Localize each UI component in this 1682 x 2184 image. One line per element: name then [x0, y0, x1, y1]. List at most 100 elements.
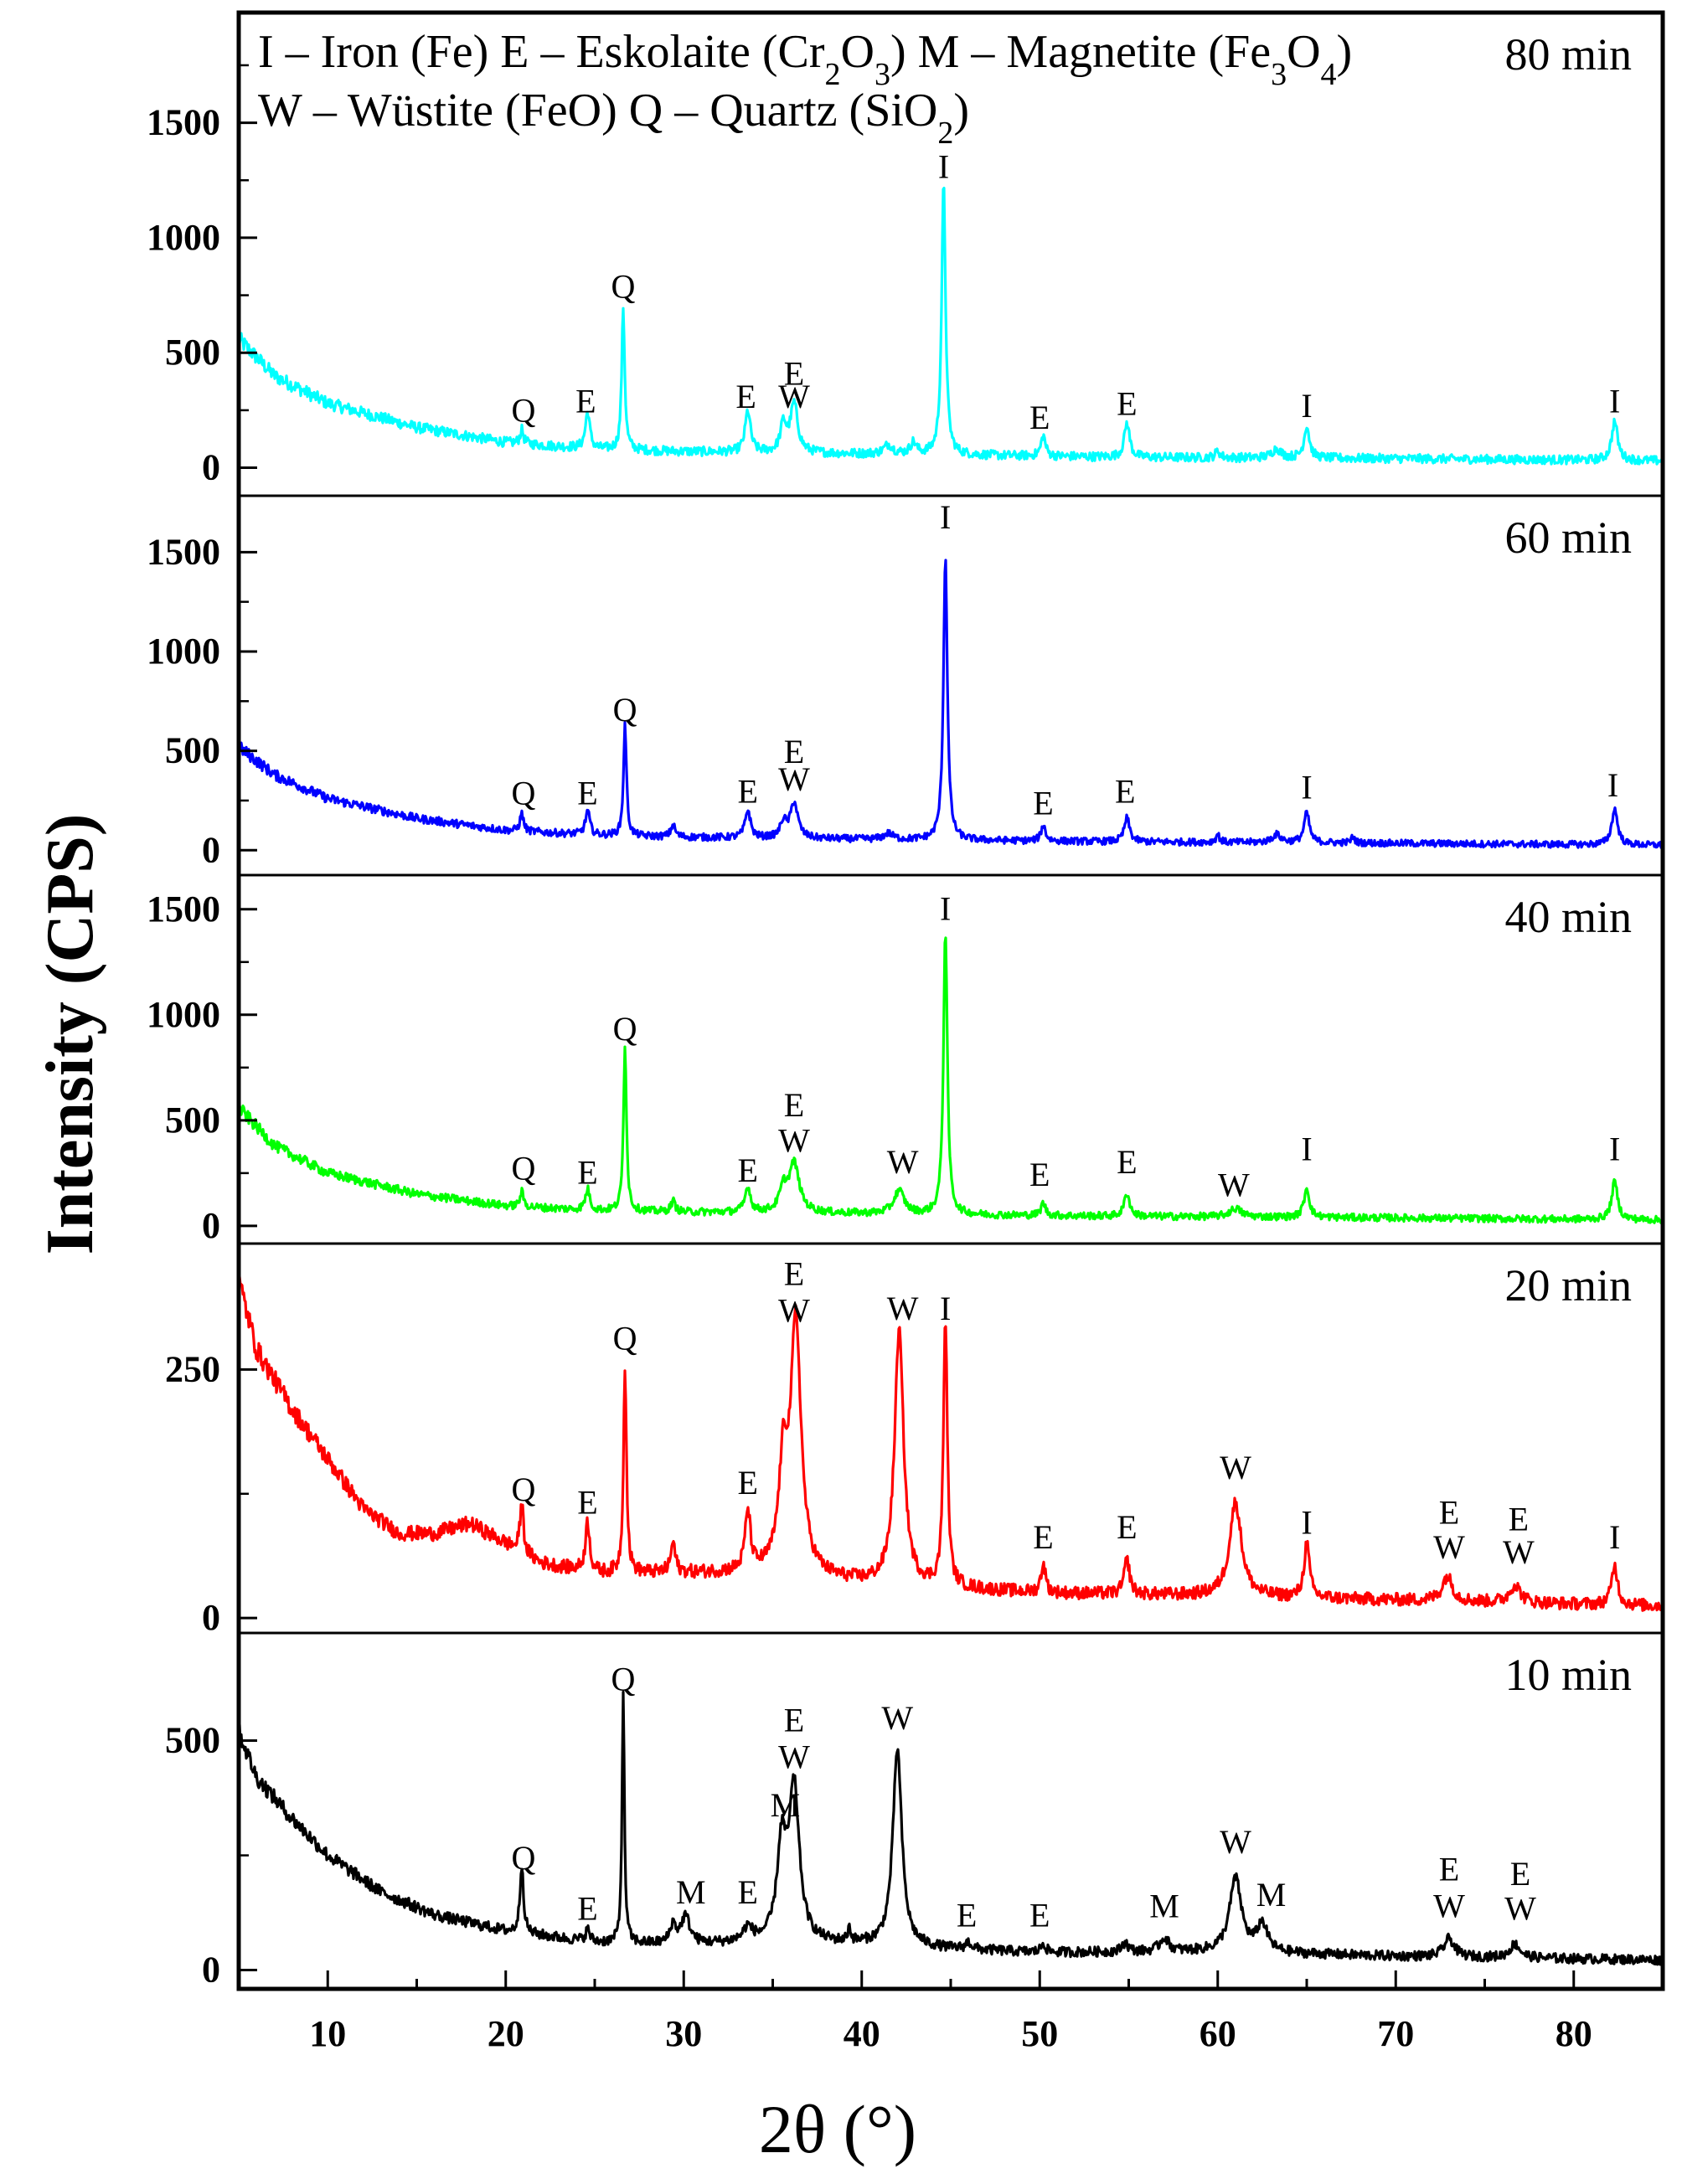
x-axis-title: 2θ (°)	[759, 2091, 916, 2167]
peak-label-4-4: E	[738, 1873, 758, 1911]
x-tick-label-3: 40	[844, 2013, 880, 2054]
peak-label-1-3: E	[738, 772, 758, 810]
x-tick-label-4: 50	[1021, 2013, 1058, 2054]
y-tick-label-2-1: 500	[165, 1100, 220, 1141]
peak-label-4-16: E	[1510, 1855, 1530, 1893]
peak-label-3-6: W	[887, 1290, 919, 1327]
legend-part-0-9: 4	[1321, 57, 1337, 92]
y-tick-label-4-0: 0	[202, 1950, 220, 1991]
legend-part-1-3: )	[953, 85, 969, 136]
peak-label-4-8: W	[881, 1699, 913, 1737]
peak-label-4-0: Q	[512, 1839, 536, 1877]
legend-part-1-1: Q – Quartz (SiO	[617, 85, 938, 136]
y-tick-label-2-3: 1500	[147, 889, 220, 930]
y-tick-label-3-0: 0	[202, 1597, 220, 1638]
peak-label-4-12: W	[1220, 1823, 1251, 1861]
panel-label-3: 20 min	[1504, 1260, 1632, 1311]
x-tick-label-0: 10	[309, 2013, 346, 2054]
peak-label-3-10: W	[1220, 1449, 1251, 1486]
peak-label-2-7: I	[940, 889, 951, 927]
peak-label-3-12: E	[1439, 1493, 1459, 1531]
legend-part-0-10: )	[1337, 26, 1353, 78]
peak-label-4-14: E	[1439, 1851, 1459, 1888]
x-tick-label-2: 30	[665, 2013, 702, 2054]
peak-label-2-2: Q	[613, 1010, 637, 1048]
peak-label-0-4: E	[784, 355, 804, 393]
peak-label-2-5: W	[778, 1122, 810, 1160]
peak-label-4-3: M	[676, 1873, 706, 1911]
y-axis-title: Intensity (CPS)	[34, 814, 107, 1255]
peak-label-0-2: Q	[611, 267, 636, 305]
peak-label-0-5: W	[778, 378, 810, 415]
peak-label-3-16: I	[1609, 1518, 1620, 1556]
legend-part-0-2: 2	[825, 57, 841, 92]
peak-label-0-1: E	[575, 383, 596, 420]
y-tick-label-0-0: 0	[202, 447, 220, 488]
peak-label-2-12: I	[1609, 1131, 1620, 1168]
peak-label-0-8: E	[1117, 384, 1137, 422]
legend-part-1-2: 2	[937, 116, 953, 151]
peak-label-4-9: E	[957, 1897, 977, 1934]
peak-label-1-2: Q	[613, 691, 637, 729]
peak-label-0-9: I	[1301, 387, 1312, 425]
legend-part-0-8: O	[1287, 26, 1320, 78]
peak-label-4-6: E	[784, 1702, 804, 1739]
series-line-2	[237, 936, 1664, 1225]
peak-label-3-4: E	[784, 1255, 804, 1293]
y-tick-label-2-0: 0	[202, 1205, 220, 1246]
peak-label-3-11: I	[1301, 1503, 1312, 1541]
peak-label-0-3: E	[735, 378, 756, 415]
panel-label-1: 60 min	[1504, 513, 1632, 563]
panel-label-4: 10 min	[1504, 1650, 1632, 1700]
panel-label-2: 40 min	[1504, 892, 1632, 942]
peak-label-3-14: E	[1509, 1501, 1529, 1538]
y-tick-label-1-1: 500	[165, 730, 220, 771]
peak-label-4-10: E	[1029, 1897, 1050, 1934]
x-tick-label-7: 80	[1556, 2013, 1592, 2054]
y-tick-label-4-1: 500	[165, 1720, 220, 1761]
peak-label-1-4: E	[784, 733, 804, 770]
peak-label-1-7: E	[1115, 772, 1135, 810]
peak-label-3-8: E	[1033, 1518, 1053, 1556]
peak-label-2-1: E	[577, 1153, 597, 1191]
legend-line-0: I – Iron (Fe) E – Eskolaite (Cr2O3) M – …	[258, 26, 1352, 92]
peak-label-1-9: I	[1607, 766, 1618, 804]
peak-label-2-9: E	[1117, 1143, 1137, 1181]
legend-part-0-5: )	[890, 26, 906, 78]
legend-line-1: W – Wüstite (FeO) Q – Quartz (SiO2)	[258, 85, 969, 151]
peak-label-0-7: E	[1029, 399, 1050, 436]
peak-label-3-2: Q	[613, 1320, 637, 1357]
legend-part-0-0: I – Iron (Fe)	[258, 26, 488, 78]
series-line-0	[237, 187, 1664, 466]
peak-label-2-11: I	[1301, 1131, 1312, 1168]
peak-label-2-10: W	[1218, 1167, 1250, 1204]
peak-label-1-5: W	[778, 760, 810, 798]
y-tick-label-1-2: 1000	[147, 631, 220, 672]
x-tick-label-5: 60	[1200, 2013, 1236, 2054]
peak-label-4-5: M	[771, 1786, 801, 1824]
x-tick-label-1: 20	[488, 2013, 524, 2054]
y-tick-label-3-1: 250	[165, 1348, 220, 1389]
peak-label-0-0: Q	[512, 392, 536, 430]
y-tick-label-0-3: 1500	[147, 102, 220, 143]
y-tick-label-1-0: 0	[202, 829, 220, 870]
peak-label-2-3: E	[738, 1151, 758, 1189]
y-tick-label-1-3: 1500	[147, 531, 220, 572]
peak-label-2-6: W	[887, 1143, 919, 1181]
y-tick-label-0-1: 500	[165, 332, 220, 373]
series-line-1	[237, 559, 1664, 849]
peak-label-3-15: W	[1503, 1533, 1535, 1571]
peak-label-2-0: Q	[512, 1149, 536, 1187]
legend-part-0-3: O	[841, 26, 875, 78]
peak-label-0-6: I	[938, 147, 949, 185]
series-line-4	[237, 1690, 1664, 1966]
legend-part-0-4: 3	[875, 57, 890, 92]
legend-part-0-1: E – Eskolaite (Cr	[488, 26, 825, 78]
peak-label-4-2: Q	[611, 1660, 636, 1697]
peak-label-4-7: W	[778, 1738, 810, 1775]
plot-frame	[236, 10, 1665, 1991]
peak-label-1-10: I	[940, 498, 951, 536]
peak-label-3-13: W	[1433, 1528, 1465, 1566]
peak-label-3-1: E	[577, 1484, 597, 1522]
